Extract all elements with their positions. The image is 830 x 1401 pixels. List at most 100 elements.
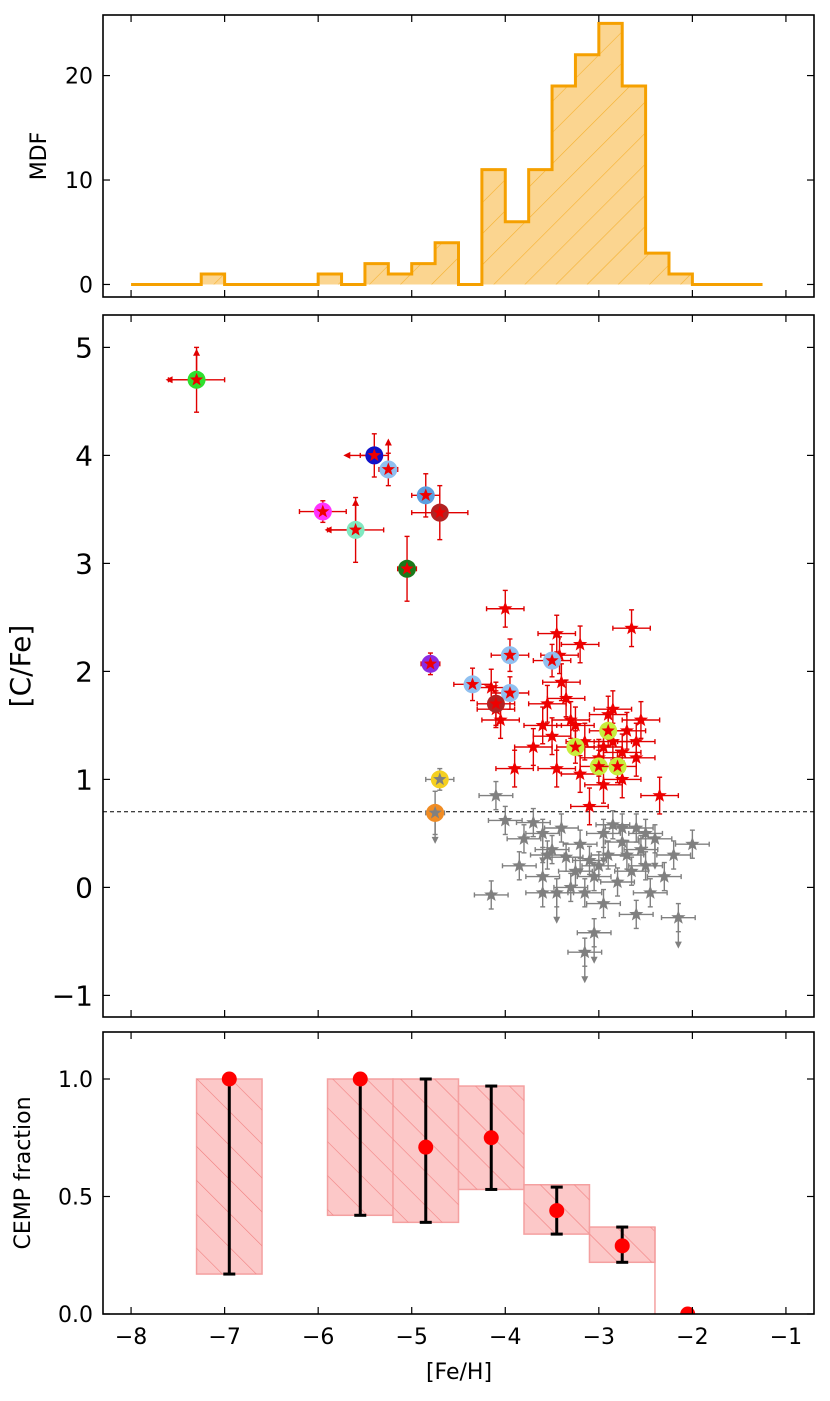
normal-star [488, 788, 504, 802]
normal-star [643, 885, 658, 899]
limit-arrowhead [590, 956, 598, 964]
y-tick-label: 5 [75, 331, 93, 364]
normal-star [610, 874, 625, 889]
histogram-step [131, 21, 763, 286]
normal-star [573, 836, 588, 851]
normal-star [535, 869, 550, 883]
cemp-star [484, 680, 499, 694]
cemp-star [573, 766, 588, 781]
cemp-fraction-panel: −8 −7 −6 −5 −4 −3 −2 −1 0.0 0.5 1.0 CEMP fraction [11, 1031, 815, 1350]
x-tick-label: −8 [115, 1325, 147, 1350]
limit-arrowhead [384, 438, 392, 446]
normal-star [657, 869, 672, 883]
cemp-star [605, 734, 620, 748]
frac-ylabel: CEMP fraction [11, 1096, 36, 1249]
cfe-ticks: −1 0 1 2 3 4 5 [52, 315, 814, 1017]
cemp-star [582, 798, 597, 813]
cemp-star [615, 744, 630, 759]
fraction-point [549, 1203, 565, 1219]
normal-star [633, 842, 649, 856]
normal-star [591, 858, 606, 872]
fraction-point [483, 1130, 499, 1146]
normal-star [601, 847, 616, 862]
normal-star [577, 885, 592, 899]
normal-star [554, 820, 569, 835]
normal-star [638, 825, 653, 840]
normal-star [685, 836, 700, 851]
mdf-histogram [131, 21, 763, 286]
highlight-star [419, 488, 433, 501]
x-tick-label: −1 [770, 1325, 802, 1350]
limit-arrowhead [674, 941, 682, 949]
highlight-star [316, 504, 330, 518]
cemp-star [605, 701, 620, 716]
cfe-scatter [103, 346, 814, 984]
normal-star [647, 831, 663, 845]
y-tick-label: 0.0 [58, 1303, 93, 1328]
histogram-hatch [131, 23, 763, 285]
mdf-ticks: 0 10 20 [65, 15, 814, 298]
cemp-star [652, 788, 667, 802]
x-tick-label: −3 [583, 1325, 615, 1350]
highlight-star [433, 505, 447, 519]
normal-star [638, 858, 653, 872]
cemp-star [577, 734, 592, 748]
cemp-star [549, 626, 564, 640]
highlight-star [428, 805, 442, 819]
frac-ticks: −8 −7 −6 −5 −4 −3 −2 −1 0.0 0.5 1.0 [58, 1032, 814, 1350]
normal-star [596, 896, 611, 910]
normal-star [559, 849, 574, 864]
shared-xlabel: [Fe/H] [426, 1360, 492, 1385]
normal-star [666, 847, 681, 862]
cemp-star [559, 690, 574, 705]
y-tick-label: 1.0 [58, 1068, 93, 1093]
limit-arrowhead [343, 451, 351, 459]
limit-arrowhead [324, 526, 332, 534]
x-tick-label: −4 [489, 1325, 521, 1350]
limit-arrowhead [165, 376, 173, 384]
cemp-star [552, 647, 567, 662]
normal-star [605, 817, 620, 831]
normal-star [526, 815, 541, 829]
normal-star [587, 925, 602, 939]
normal-star [629, 906, 644, 921]
fraction-point [680, 1306, 696, 1314]
highlight-star [400, 561, 414, 575]
highlight-star [367, 448, 381, 462]
x-tick-label: −6 [302, 1325, 334, 1350]
y-tick-label: −1 [52, 979, 93, 1012]
y-tick-label: 20 [65, 64, 93, 89]
cemp-star [498, 601, 513, 615]
normal-star [544, 842, 560, 856]
highlight-star [433, 772, 447, 786]
highlight-star [465, 677, 480, 690]
cemp-star [563, 712, 578, 727]
cemp-star [573, 636, 588, 651]
normal-star [596, 825, 611, 840]
cemp-star [535, 717, 550, 732]
cemp-star [633, 712, 649, 727]
normal-star [512, 858, 527, 872]
normal-star [484, 887, 499, 901]
normal-star [535, 825, 550, 840]
normal-star [577, 944, 592, 959]
normal-star [516, 831, 532, 845]
cemp-star [596, 739, 611, 754]
y-tick-label: 3 [75, 547, 93, 580]
cemp-star [493, 712, 508, 727]
normal-star [587, 869, 602, 883]
cemp-star [615, 771, 630, 786]
cfe-axes-frame [102, 314, 815, 1018]
y-tick-label: 0 [79, 273, 93, 298]
y-tick-label: 1 [75, 763, 93, 796]
normal-star [568, 863, 583, 878]
cemp-fraction-plot [195, 1071, 696, 1314]
highlight-star [381, 462, 395, 476]
normal-star [619, 847, 634, 862]
highlight-star [489, 696, 503, 710]
normal-star [582, 852, 597, 867]
limit-arrowhead [352, 498, 360, 506]
cemp-star [568, 717, 583, 732]
normal-star [615, 820, 630, 835]
